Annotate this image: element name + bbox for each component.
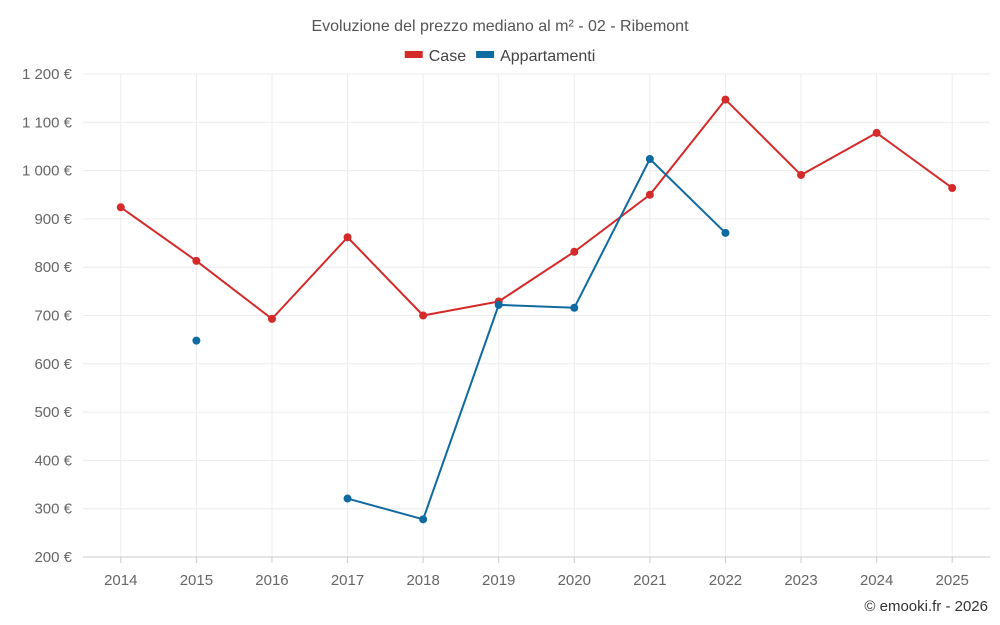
y-tick-label: 200 € [34,549,72,566]
x-tick-label: 2024 [860,572,893,589]
x-tick-label: 2021 [633,572,666,589]
x-tick-label: 2022 [709,572,742,589]
y-tick-label: 500 € [34,404,72,421]
x-tick-label: 2014 [104,572,137,589]
series-line [120,98,953,320]
legend-item-case[interactable]: Case [404,48,466,65]
x-tick-label: 2025 [936,572,969,589]
series-case [116,95,957,323]
series-layer [116,95,957,524]
legend-swatch [476,51,495,58]
y-tick-label: 1 100 € [22,114,73,131]
credit: © emooki.fr - 2026 [864,598,988,615]
x-tick-label: 2016 [255,572,288,589]
x-tick-label: 2015 [180,572,213,589]
data-point[interactable] [797,170,806,179]
x-tick-label: 2017 [331,572,364,589]
x-axis: 2014 2015 2016 2017 2018 2019 2020 2021 2022 2023… [83,556,990,589]
data-point[interactable] [721,95,730,104]
x-tick-label: 2023 [784,572,817,589]
y-tick-label: 900 € [34,211,72,228]
data-point[interactable] [570,247,579,256]
y-tick-label: 300 € [34,501,72,518]
data-point[interactable] [721,228,730,237]
data-point[interactable] [192,256,201,265]
data-point[interactable] [645,190,654,199]
legend-item-appartamenti[interactable]: Appartamenti [476,48,595,65]
data-point[interactable] [116,203,125,212]
x-tick-label: 2019 [482,572,515,589]
data-point[interactable] [343,233,352,242]
data-point[interactable] [570,303,579,312]
data-point[interactable] [419,311,428,320]
legend-swatch [404,51,423,58]
series-appartamenti [192,155,730,524]
y-tick-label: 400 € [34,452,72,469]
chart-title: Evoluzione del prezzo mediano al m² - 02… [311,18,689,35]
series-line [347,158,727,521]
y-tick-label: 800 € [34,259,72,276]
y-tick-label: 600 € [34,356,72,373]
data-point[interactable] [494,300,503,309]
y-axis: 200 € 300 € 400 € 500 € 600 € 700 € 800 € 900 €… [22,66,73,566]
y-tick-label: 1 200 € [22,66,73,83]
data-point[interactable] [645,155,654,164]
legend-label: Appartamenti [500,48,595,65]
data-point[interactable] [267,314,276,323]
x-tick-label: 2018 [406,572,439,589]
x-tick-label: 2020 [558,572,591,589]
y-tick-label: 1 000 € [22,163,73,180]
data-point[interactable] [192,336,201,345]
y-tick-label: 700 € [34,308,72,325]
legend[interactable]: Case Appartamenti [404,48,596,65]
legend-label: Case [429,48,466,65]
data-point[interactable] [419,515,428,524]
data-point[interactable] [872,128,881,137]
data-point[interactable] [948,183,957,192]
data-point[interactable] [343,494,352,503]
